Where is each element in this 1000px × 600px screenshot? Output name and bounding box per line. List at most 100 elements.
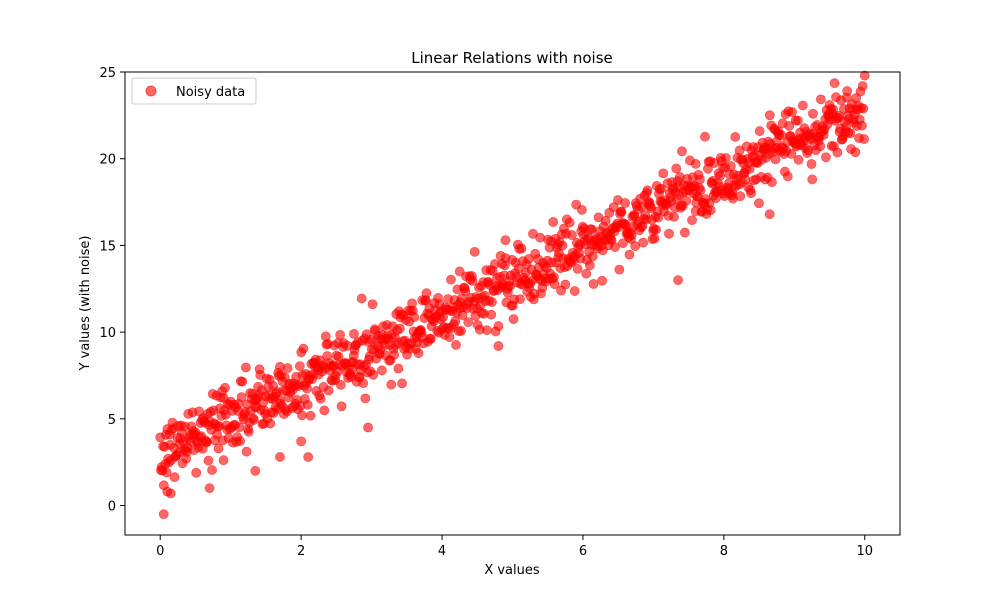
data-point: [705, 205, 716, 215]
data-point: [797, 100, 808, 111]
data-point: [425, 333, 436, 344]
data-point: [821, 152, 831, 163]
y-tick-label: 15: [99, 239, 116, 254]
data-point: [265, 418, 276, 429]
data-point: [297, 410, 307, 421]
data-point: [349, 328, 359, 339]
data-point: [588, 279, 599, 289]
data-point: [564, 217, 575, 228]
data-point: [649, 233, 660, 244]
data-point: [463, 317, 474, 328]
data-point: [677, 146, 687, 157]
data-point: [577, 205, 587, 215]
data-point: [360, 393, 371, 404]
data-point: [642, 185, 653, 196]
data-point: [335, 329, 346, 340]
data-point: [169, 472, 180, 483]
data-point: [815, 94, 826, 105]
y-tick-label: 5: [108, 413, 116, 428]
data-point: [746, 188, 756, 199]
data-point: [850, 147, 861, 158]
data-point: [620, 198, 631, 208]
data-point: [792, 115, 803, 126]
data-point: [467, 275, 478, 286]
x-axis-label: X values: [484, 563, 540, 578]
y-tick-label: 20: [99, 153, 116, 168]
data-point: [842, 86, 853, 96]
data-point: [730, 132, 741, 142]
data-point: [161, 467, 172, 478]
data-point: [735, 191, 746, 202]
data-point: [303, 452, 314, 462]
data-point: [638, 237, 649, 248]
data-point: [358, 378, 369, 388]
data-point: [726, 161, 736, 172]
data-point: [248, 414, 259, 425]
data-point: [669, 212, 679, 222]
data-point: [493, 341, 504, 351]
y-axis-label: Y values (with noise): [78, 236, 93, 372]
x-tick-label: 8: [720, 544, 728, 559]
data-point: [829, 78, 840, 89]
data-point: [653, 212, 664, 223]
data-point: [624, 249, 635, 260]
data-point: [764, 110, 775, 121]
data-point: [616, 206, 627, 217]
data-point: [626, 230, 637, 240]
data-point: [389, 349, 400, 360]
data-point: [782, 171, 793, 182]
data-point: [656, 183, 667, 194]
data-point: [720, 153, 731, 163]
data-point: [806, 159, 817, 169]
x-tick-label: 6: [579, 544, 587, 559]
x-tick-label: 0: [156, 544, 164, 559]
data-point: [294, 361, 305, 371]
data-point: [754, 126, 765, 136]
data-point: [695, 185, 706, 195]
data-point: [158, 509, 169, 520]
chart-title: Linear Relations with noise: [411, 49, 613, 67]
data-point: [363, 422, 373, 433]
data-point: [275, 361, 285, 372]
data-point: [305, 410, 316, 421]
data-point: [393, 363, 404, 374]
legend: Noisy data: [131, 77, 257, 105]
data-point: [367, 299, 378, 310]
data-point: [409, 312, 420, 322]
data-point: [368, 369, 379, 380]
data-point: [808, 108, 818, 119]
data-point: [754, 198, 764, 209]
data-point: [857, 81, 868, 91]
data-point: [515, 294, 525, 305]
data-point: [446, 274, 456, 285]
data-point: [784, 121, 795, 131]
data-point: [859, 70, 870, 81]
data-point: [679, 227, 690, 238]
data-point: [213, 443, 224, 454]
data-point: [566, 230, 577, 240]
data-point: [469, 246, 480, 257]
data-point: [587, 251, 598, 262]
data-point: [302, 400, 313, 410]
data-point: [220, 382, 230, 393]
data-point: [237, 376, 248, 387]
legend-box: [131, 77, 257, 105]
data-point: [218, 455, 229, 466]
data-point: [444, 332, 455, 342]
data-point: [581, 268, 592, 279]
data-point: [687, 215, 697, 226]
x-axis-ticks: 0 2 4 6 8 10: [156, 535, 873, 559]
data-point: [235, 436, 246, 446]
data-point: [548, 217, 559, 227]
data-point: [651, 224, 661, 235]
data-point: [487, 297, 497, 307]
x-tick-label: 4: [438, 544, 446, 559]
data-point: [557, 240, 568, 251]
data-point: [786, 148, 797, 159]
data-point: [807, 174, 818, 185]
data-point: [587, 224, 597, 235]
data-point: [608, 202, 619, 213]
y-axis-ticks: 0 5 10 15 20 25: [99, 66, 125, 515]
data-point: [376, 365, 387, 376]
